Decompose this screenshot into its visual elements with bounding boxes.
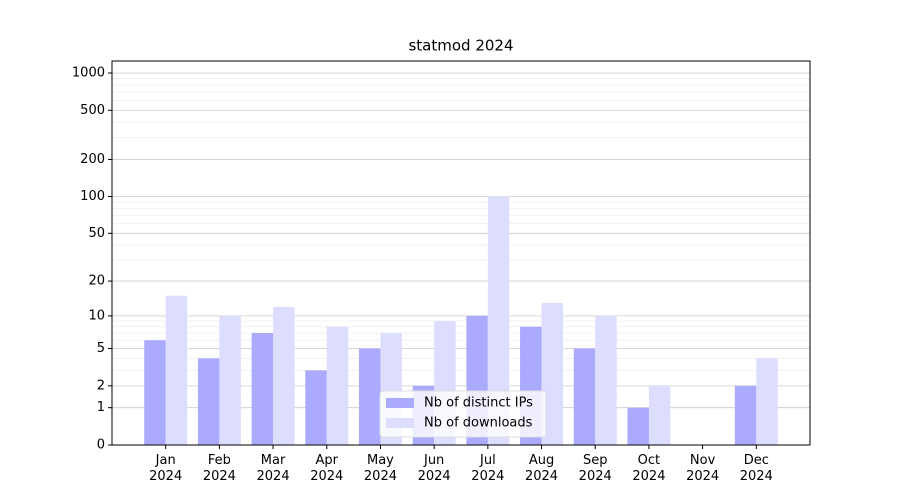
y-tick-label: 1000	[72, 66, 105, 81]
legend-swatch	[386, 398, 414, 408]
y-tick-label: 2	[97, 378, 105, 393]
bar	[144, 340, 166, 445]
bar	[273, 306, 295, 445]
y-tick-label: 500	[80, 103, 105, 118]
legend-label: Nb of distinct IPs	[424, 396, 533, 411]
x-tick-label: Aug 2024	[524, 453, 559, 484]
x-tick-label: Feb 2024	[202, 453, 236, 484]
bar	[573, 348, 596, 445]
bar	[358, 348, 381, 445]
bar	[305, 370, 327, 445]
bar	[541, 302, 564, 445]
y-tick-label: 100	[80, 189, 105, 204]
bar	[487, 196, 510, 445]
y-tick-label: 1	[97, 400, 105, 415]
bar	[756, 358, 778, 445]
y-tick-label: 200	[80, 152, 105, 167]
y-tick-label: 50	[88, 226, 105, 241]
y-tick-label: 5	[97, 341, 105, 356]
x-tick-label: Jul 2024	[471, 453, 505, 484]
y-tick-label: 0	[97, 438, 105, 453]
x-tick-label: Oct 2024	[632, 453, 666, 484]
legend-swatch	[386, 418, 414, 428]
y-tick-label: 10	[88, 308, 105, 323]
bar	[326, 326, 349, 445]
bar	[734, 385, 757, 445]
x-tick-label: Apr 2024	[310, 453, 344, 484]
bar	[595, 315, 617, 445]
x-tick-label: May 2024	[363, 453, 397, 484]
x-tick-label: Sep 2024	[578, 453, 612, 484]
bar	[627, 407, 649, 445]
bar	[165, 295, 188, 445]
x-tick-label: Nov 2024	[686, 453, 720, 484]
legend-box	[379, 390, 547, 438]
x-tick-label: Dec 2024	[739, 453, 773, 484]
plot-frame	[111, 60, 811, 446]
legend-label: Nb of downloads	[424, 416, 533, 431]
x-tick-label: Jan 2024	[149, 453, 183, 484]
y-tick-label: 20	[88, 274, 105, 289]
chart-title: statmod 2024	[408, 37, 513, 55]
x-tick-label: Mar 2024	[256, 453, 290, 484]
legend: Nb of distinct IPs Nb of downloads	[379, 390, 547, 438]
x-tick-label: Jun 2024	[417, 453, 451, 484]
bar	[251, 333, 274, 445]
bar	[197, 358, 220, 445]
bar	[219, 315, 241, 445]
bar	[648, 385, 671, 445]
